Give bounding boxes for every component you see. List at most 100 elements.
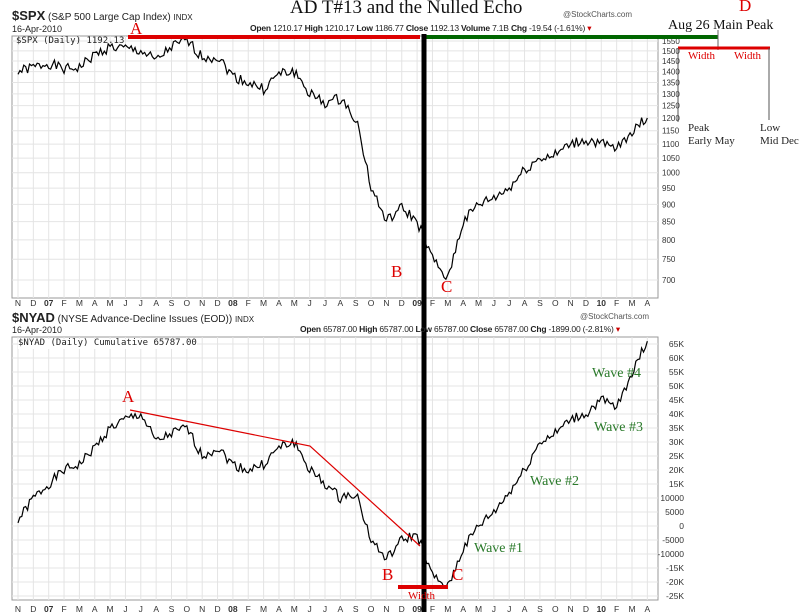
wave-4-label: Wave #4 — [592, 366, 642, 381]
peak-early-may-label: Peak Early May — [688, 122, 735, 147]
wave-1-label: Wave #1 — [474, 541, 524, 556]
x-tick-label: N — [383, 298, 389, 308]
x-tick-label: D — [399, 604, 405, 614]
x-tick-label: S — [169, 604, 175, 614]
x-tick-label: D — [214, 298, 220, 308]
x-tick-label: N — [383, 604, 389, 614]
x-tick-label: J — [139, 604, 143, 614]
x-tick-label: M — [76, 298, 83, 308]
y-tick-label: 1300 — [662, 90, 680, 99]
label-b-lower: B — [382, 565, 394, 584]
y-tick-label: 1500 — [662, 47, 680, 56]
x-tick-label: O — [184, 298, 191, 308]
x-tick-label: 08 — [228, 604, 238, 614]
x-tick-label: S — [537, 604, 543, 614]
x-tick-label: 10 — [597, 298, 607, 308]
upper-legend: $SPX (Daily) 1192.13 — [16, 36, 125, 46]
upper-date: 16-Apr-2010 — [12, 24, 63, 34]
lower-legend: $NYAD (Daily) Cumulative 65787.00 — [18, 338, 197, 349]
watermark-lower: @StockCharts.com — [580, 312, 650, 321]
x-tick-label: F — [246, 298, 251, 308]
x-tick-label: 07 — [44, 298, 54, 308]
y-tick-label: 40K — [669, 409, 684, 419]
y-tick-label: 1250 — [662, 102, 680, 111]
width-label-2: Width — [734, 50, 762, 62]
x-tick-label: A — [645, 604, 651, 614]
x-tick-label: A — [92, 604, 98, 614]
x-tick-label: J — [123, 604, 127, 614]
y-tick-label: 20K — [669, 465, 684, 475]
y-tick-label: 50K — [669, 381, 684, 391]
y-tick-label: 1000 — [662, 169, 680, 178]
x-tick-label: O — [368, 298, 375, 308]
y-tick-label: 10000 — [660, 493, 684, 503]
lower-header: $NYAD (NYSE Advance-Decline Issues (EOD)… — [12, 310, 255, 325]
x-tick-label: M — [475, 298, 482, 308]
width-label-lower: Width — [408, 590, 436, 602]
x-tick-label: M — [260, 604, 267, 614]
x-tick-label: M — [107, 298, 114, 308]
low-mid-dec-label: Low Mid Dec — [760, 122, 799, 147]
x-tick-label: A — [276, 604, 282, 614]
y-tick-label: 35K — [669, 423, 684, 433]
wave-3-label: Wave #3 — [594, 420, 644, 435]
panel-frame-0 — [11, 35, 659, 299]
x-tick-label: J — [123, 298, 127, 308]
x-tick-label: F — [61, 604, 66, 614]
label-b-upper: B — [391, 262, 403, 281]
x-tick-label: A — [522, 604, 528, 614]
x-tick-label: 09 — [412, 604, 422, 614]
y-tick-label: 850 — [662, 218, 676, 227]
x-tick-label: S — [353, 604, 359, 614]
upper-ohlc: Open 1210.17 High 1210.17 Low 1186.77 Cl… — [250, 23, 592, 33]
y-tick-label: -5000 — [662, 535, 684, 545]
x-tick-label: 07 — [44, 604, 54, 614]
x-tick-label: J — [492, 604, 496, 614]
label-a-upper: A — [130, 19, 143, 38]
upper-header: $SPX (S&P 500 Large Cap Index) INDX — [12, 8, 193, 23]
y-tick-label: 45K — [669, 395, 684, 405]
y-tick-label: -10000 — [658, 549, 685, 559]
y-tick-label: 1200 — [662, 114, 680, 123]
x-tick-label: N — [568, 298, 574, 308]
y-tick-label: 1100 — [662, 140, 680, 149]
y-tick-label: -15K — [666, 563, 684, 573]
x-tick-label: M — [291, 604, 298, 614]
y-tick-label: 55K — [669, 367, 684, 377]
y-tick-label: 1150 — [662, 127, 680, 136]
x-tick-label: F — [614, 298, 619, 308]
lower-ohlc: Open 65787.00 High 65787.00 Low 65787.00… — [300, 324, 620, 334]
x-tick-label: A — [460, 604, 466, 614]
x-tick-label: O — [184, 604, 191, 614]
x-tick-label: A — [338, 298, 344, 308]
x-tick-label: M — [628, 298, 635, 308]
x-tick-label: S — [169, 298, 175, 308]
lower-date: 16-Apr-2010 — [12, 325, 63, 335]
x-tick-label: J — [323, 604, 327, 614]
x-tick-label: J — [308, 298, 312, 308]
x-tick-label: 10 — [597, 604, 607, 614]
x-tick-label: D — [30, 298, 36, 308]
label-c-upper: C — [441, 277, 453, 296]
y-tick-label: 1400 — [662, 68, 680, 77]
x-tick-label: O — [552, 298, 559, 308]
x-tick-label: F — [430, 298, 435, 308]
x-tick-label: A — [522, 298, 528, 308]
x-tick-label: F — [61, 298, 66, 308]
label-d: D — [739, 0, 752, 15]
y-tick-label: 60K — [669, 353, 684, 363]
main-peak-label: Aug 26 Main Peak — [668, 18, 774, 33]
x-tick-label: M — [291, 298, 298, 308]
x-tick-label: S — [353, 298, 359, 308]
x-tick-label: 08 — [228, 298, 238, 308]
y-tick-label: 65K — [669, 339, 684, 349]
x-tick-label: 09 — [412, 298, 422, 308]
y-tick-label: 25K — [669, 451, 684, 461]
x-tick-label: M — [628, 604, 635, 614]
spx-price-line — [17, 37, 648, 281]
y-tick-label: 1050 — [662, 154, 680, 163]
chart-title: AD T#13 and the Nulled Echo — [290, 0, 523, 18]
x-tick-label: D — [30, 604, 36, 614]
y-tick-label: 1450 — [662, 57, 680, 66]
